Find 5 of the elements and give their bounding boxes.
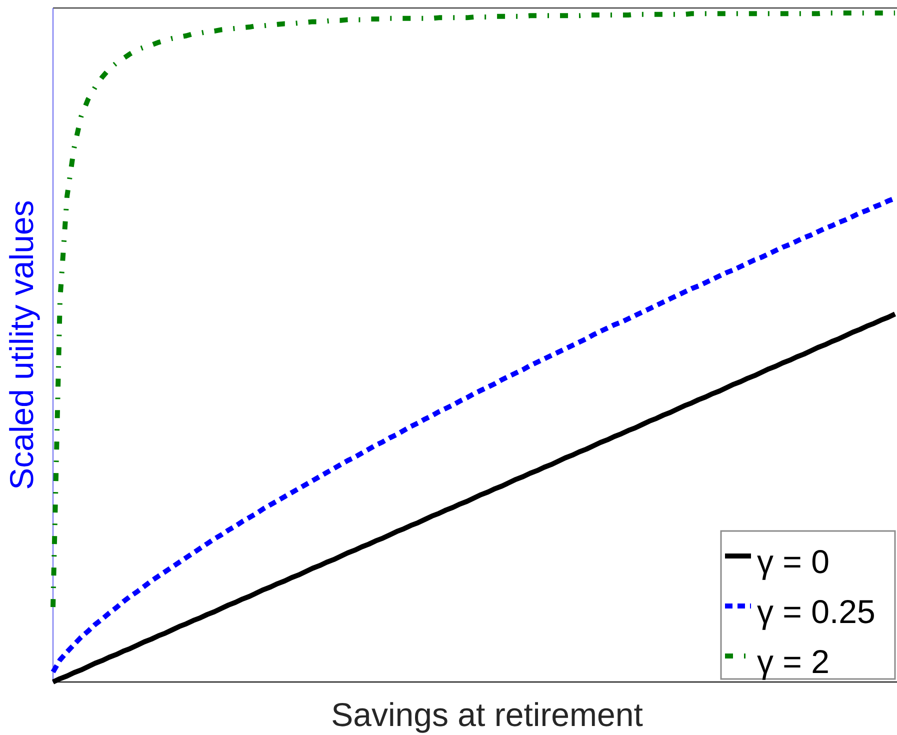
legend-label: γ = 2 bbox=[757, 643, 830, 680]
legend-label: γ = 0 bbox=[757, 543, 830, 580]
legend-label: γ = 0.25 bbox=[757, 593, 876, 630]
x-axis-title: Savings at retirement bbox=[331, 696, 643, 733]
y-axis-title: Scaled utility values bbox=[3, 200, 40, 490]
